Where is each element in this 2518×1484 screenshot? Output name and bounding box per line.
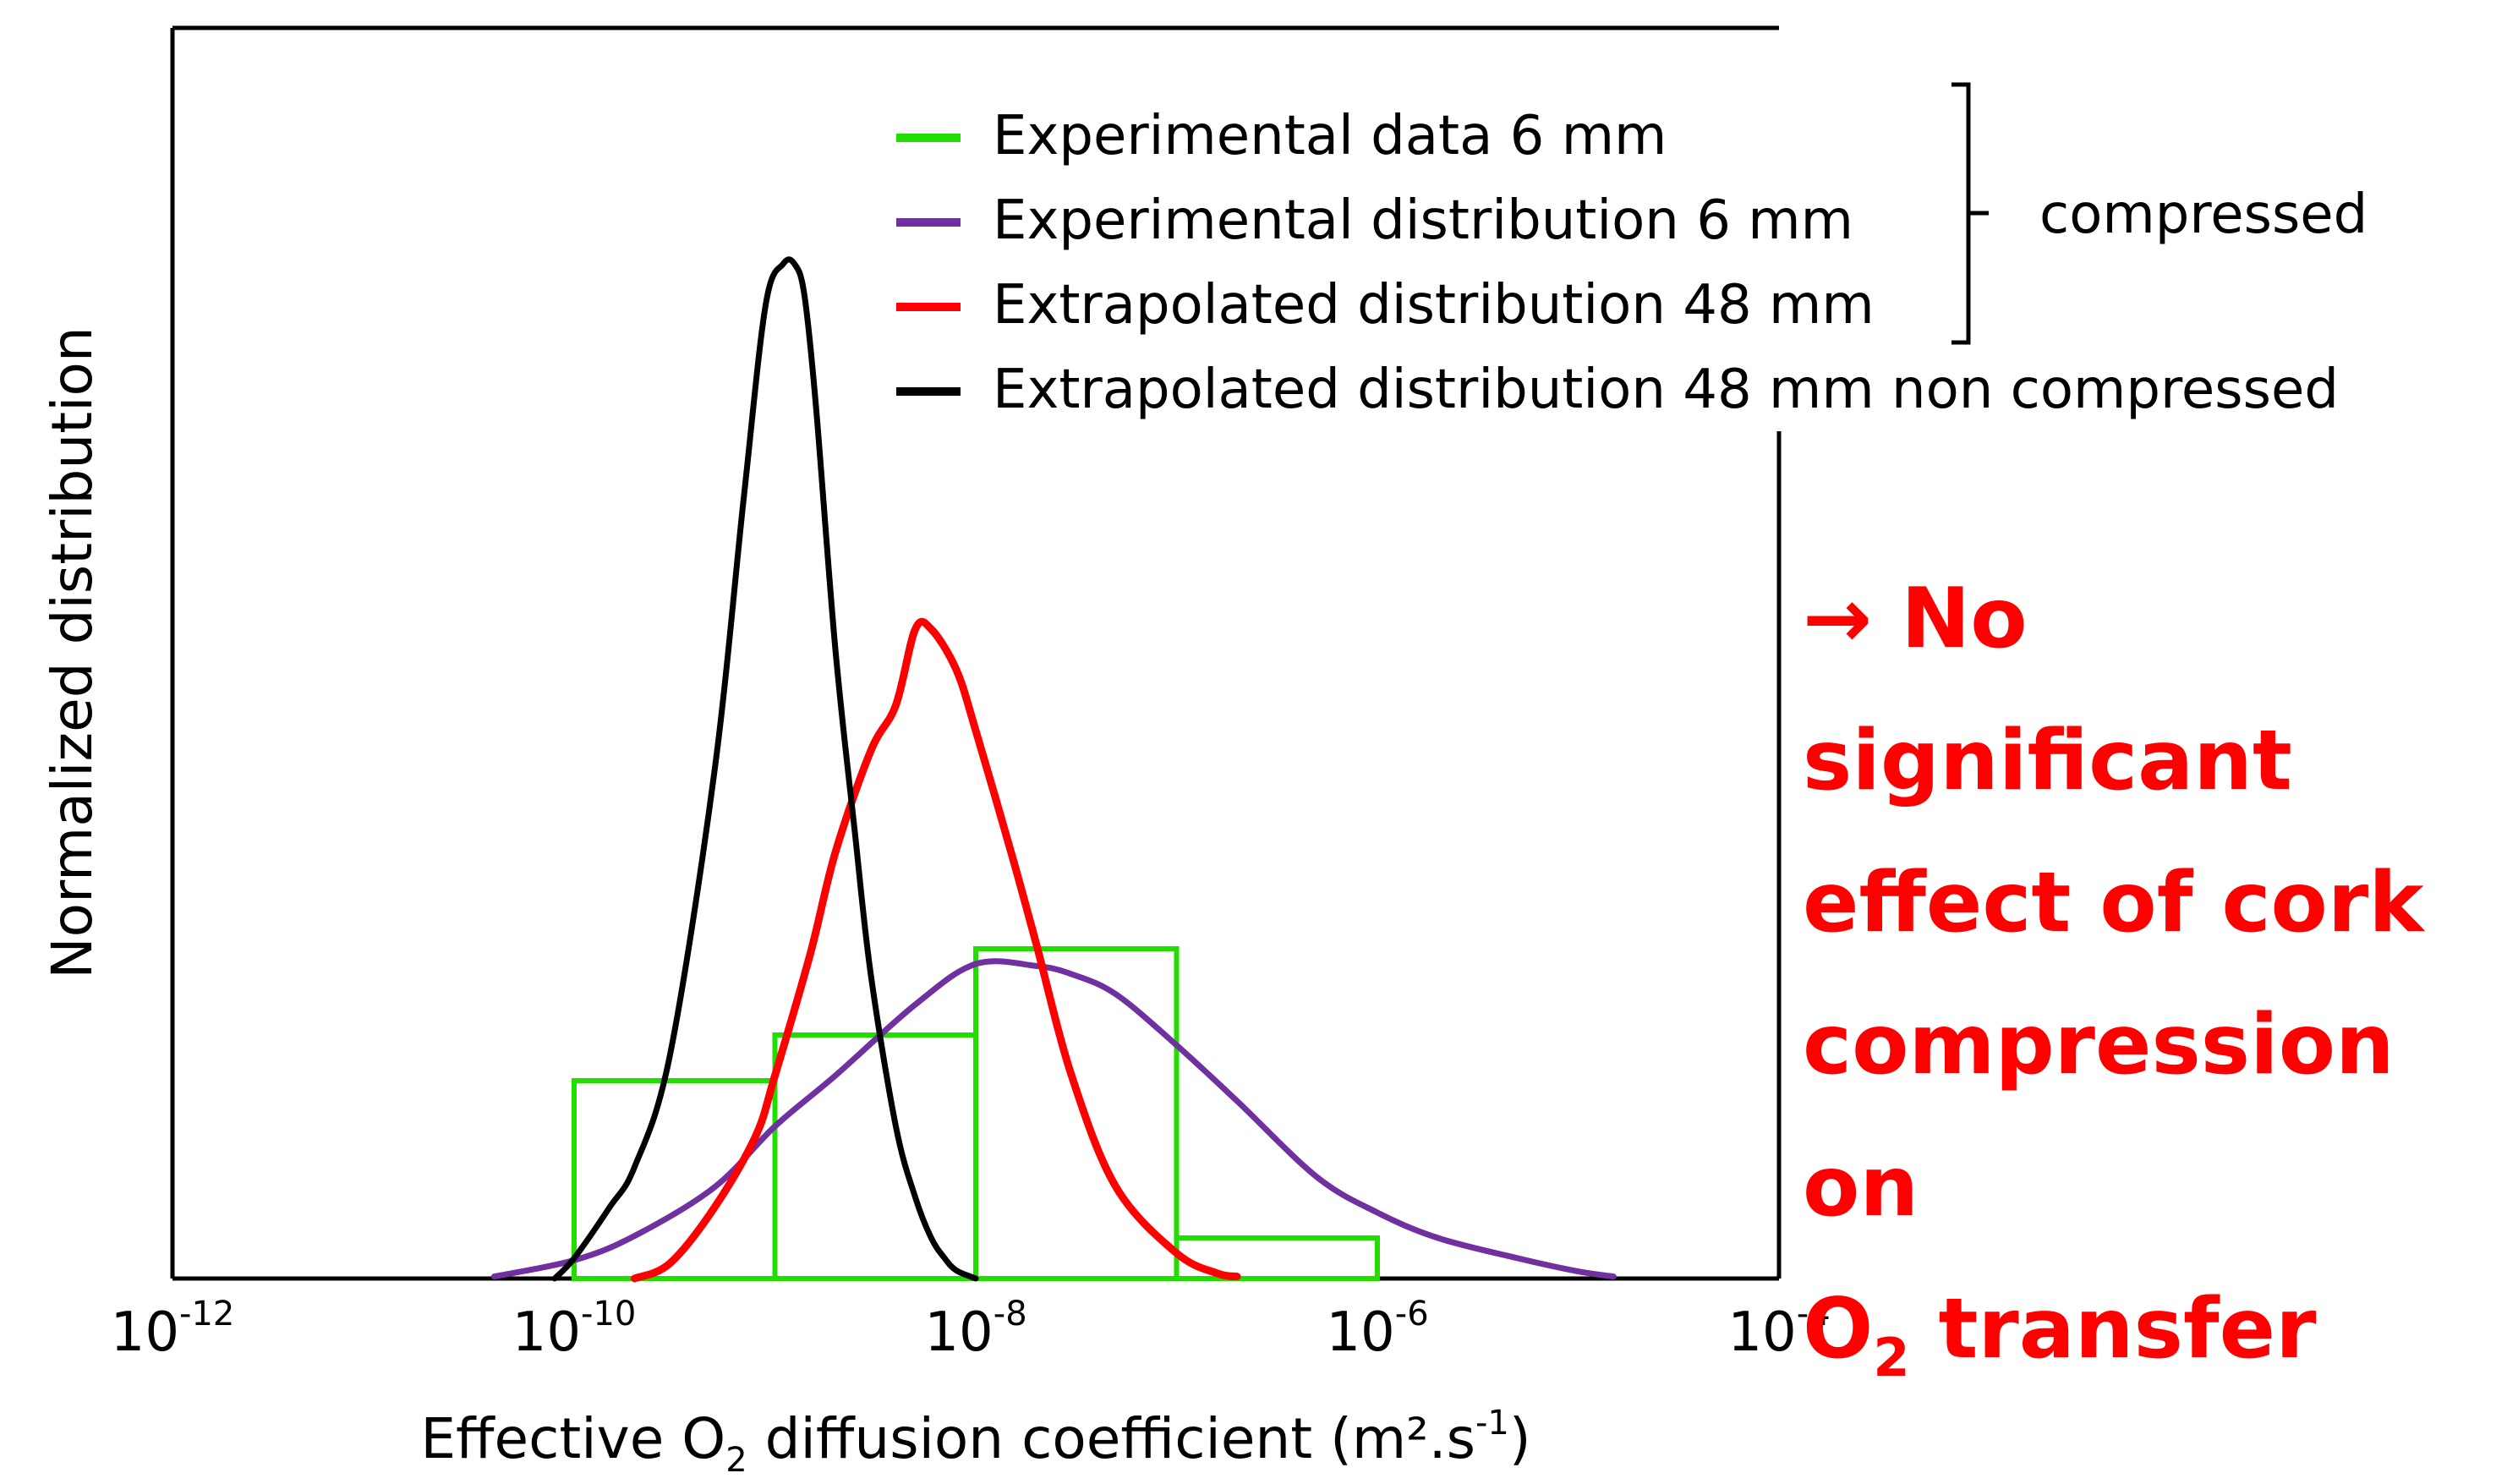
legend-label-1: Experimental distribution 6 mm bbox=[993, 189, 1853, 252]
histogram-bar-2 bbox=[973, 946, 1180, 1281]
axes: 10-12 10-10 10-8 10-6 10-4 bbox=[111, 25, 1831, 1364]
x-tick-base: 10 bbox=[111, 1301, 179, 1364]
x-tick-base: 10 bbox=[924, 1301, 993, 1364]
x-tick-labels: 10-12 10-10 10-8 10-6 10-4 bbox=[111, 1295, 1831, 1364]
series-line-2 bbox=[630, 617, 1241, 1283]
x-tick-base: 10 bbox=[1727, 1301, 1796, 1364]
histogram-bar-1 bbox=[772, 1032, 978, 1281]
legend-background bbox=[879, 41, 2469, 431]
series-2 bbox=[630, 617, 1241, 1283]
conclusion-annotation: → No significant effect of cork compress… bbox=[1803, 548, 2504, 1429]
annotation-line-4: O2 transfer bbox=[1803, 1281, 2317, 1388]
x-axis-title-post: ) bbox=[1509, 1406, 1531, 1471]
legend-label-2: Extrapolated distribution 48 mm bbox=[993, 274, 1875, 337]
annotation-transfer: transfer bbox=[1909, 1281, 2317, 1377]
annotation-o: O bbox=[1803, 1281, 1874, 1377]
plot-area bbox=[490, 256, 1617, 1283]
annotation-line-2: effect of cork bbox=[1803, 855, 2424, 951]
x-tick-exponent: -10 bbox=[581, 1295, 636, 1333]
x-tick-label-1: 10-10 bbox=[512, 1295, 637, 1364]
x-tick-exponent: -12 bbox=[179, 1295, 234, 1333]
x-axis-title-sub: 2 bbox=[725, 1441, 747, 1480]
histogram-bar-3 bbox=[1174, 1235, 1380, 1281]
x-tick-exponent: -4 bbox=[1797, 1295, 1831, 1333]
bracket-label: compressed bbox=[2039, 183, 2367, 246]
x-tick-exponent: -8 bbox=[994, 1295, 1027, 1333]
x-tick-label-3: 10-6 bbox=[1326, 1295, 1428, 1364]
x-tick-label-0: 10-12 bbox=[111, 1295, 235, 1364]
legend: Experimental data 6 mm Experimental distr… bbox=[879, 41, 2469, 431]
x-axis-title-mid: diffusion coefficient (m².s bbox=[747, 1406, 1475, 1471]
x-tick-label-2: 10-8 bbox=[924, 1295, 1026, 1364]
series-line-1 bbox=[490, 958, 1617, 1280]
arrow-icon: → bbox=[1803, 571, 1873, 667]
x-axis-title: Effective O2 diffusion coefficient (m².s… bbox=[420, 1404, 1530, 1480]
x-axis-title-sup: -1 bbox=[1475, 1404, 1509, 1443]
x-tick-base: 10 bbox=[512, 1301, 581, 1364]
legend-label-0: Experimental data 6 mm bbox=[993, 105, 1667, 167]
x-tick-label-4: 10-4 bbox=[1727, 1295, 1830, 1364]
annotation-line-3: compression on bbox=[1803, 997, 2395, 1235]
series-0 bbox=[572, 946, 1380, 1281]
series-1 bbox=[490, 958, 1617, 1280]
legend-label-3: Extrapolated distribution 48 mm non comp… bbox=[993, 359, 2339, 421]
x-axis-title-pre: Effective O bbox=[420, 1406, 725, 1471]
y-axis-title: Normalized distribution bbox=[40, 326, 105, 978]
compressed-bracket: compressed bbox=[1951, 82, 2367, 345]
bracket-icon bbox=[1951, 82, 1989, 345]
x-tick-base: 10 bbox=[1326, 1301, 1394, 1364]
x-tick-exponent: -6 bbox=[1395, 1295, 1429, 1333]
series-3 bbox=[551, 256, 979, 1282]
annotation-subscript: 2 bbox=[1873, 1327, 1910, 1388]
annotation-line-1: No significant bbox=[1803, 571, 2292, 809]
series-line-3 bbox=[551, 256, 979, 1282]
